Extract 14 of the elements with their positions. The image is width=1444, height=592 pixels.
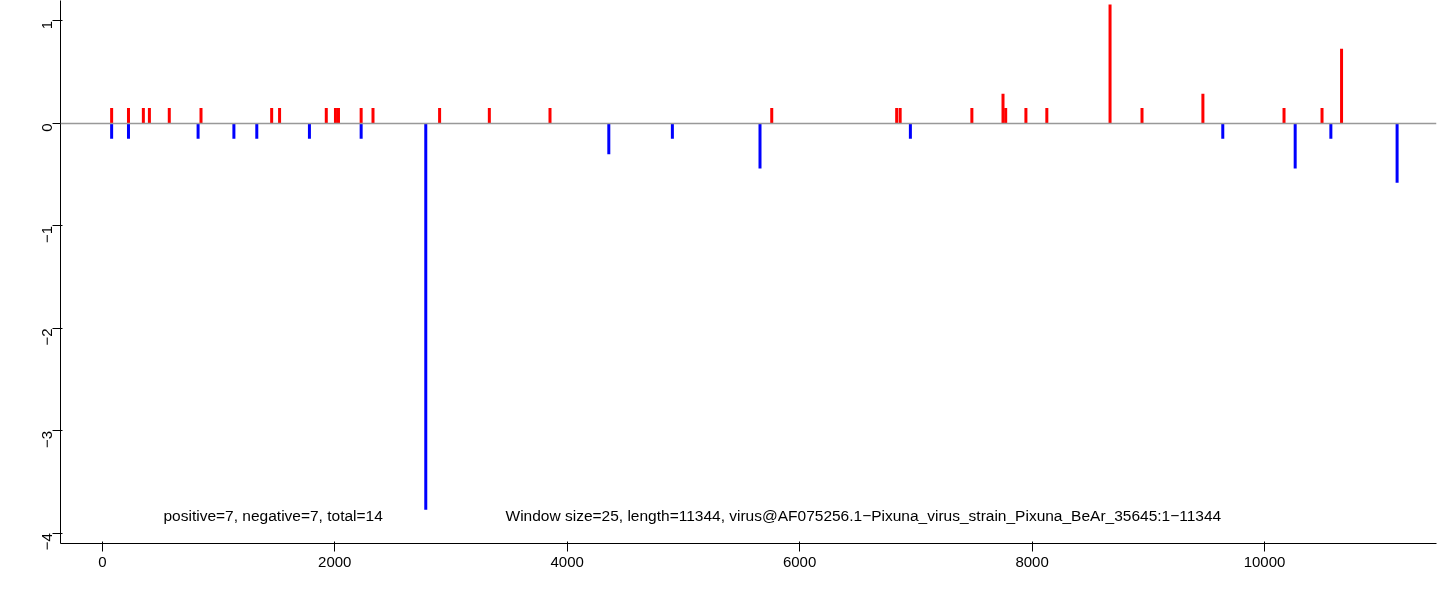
y-tick-label: 0 [38, 123, 56, 132]
x-tick-label: 4000 [550, 552, 584, 570]
y-tick-label: −4 [38, 533, 56, 551]
annotation: Window size=25, length=11344, virus@AF075256.1−Pixuna_virus_strain_Pixuna_BeAr_35645:1−11344 [505, 506, 1222, 524]
y-tick-label: −1 [38, 225, 56, 243]
y-tick-label: 1 [38, 20, 56, 30]
x-tick-label: 8000 [1015, 552, 1049, 570]
annotation: positive=7, negative=7, total=14 [163, 506, 384, 524]
x-tick-label: 0 [98, 552, 107, 570]
y-tick-label: −2 [38, 328, 56, 346]
x-tick-label: 10000 [1243, 552, 1286, 570]
x-tick-label: 6000 [782, 552, 817, 570]
y-tick-label: −3 [38, 430, 56, 448]
x-tick-label: 2000 [318, 552, 352, 570]
